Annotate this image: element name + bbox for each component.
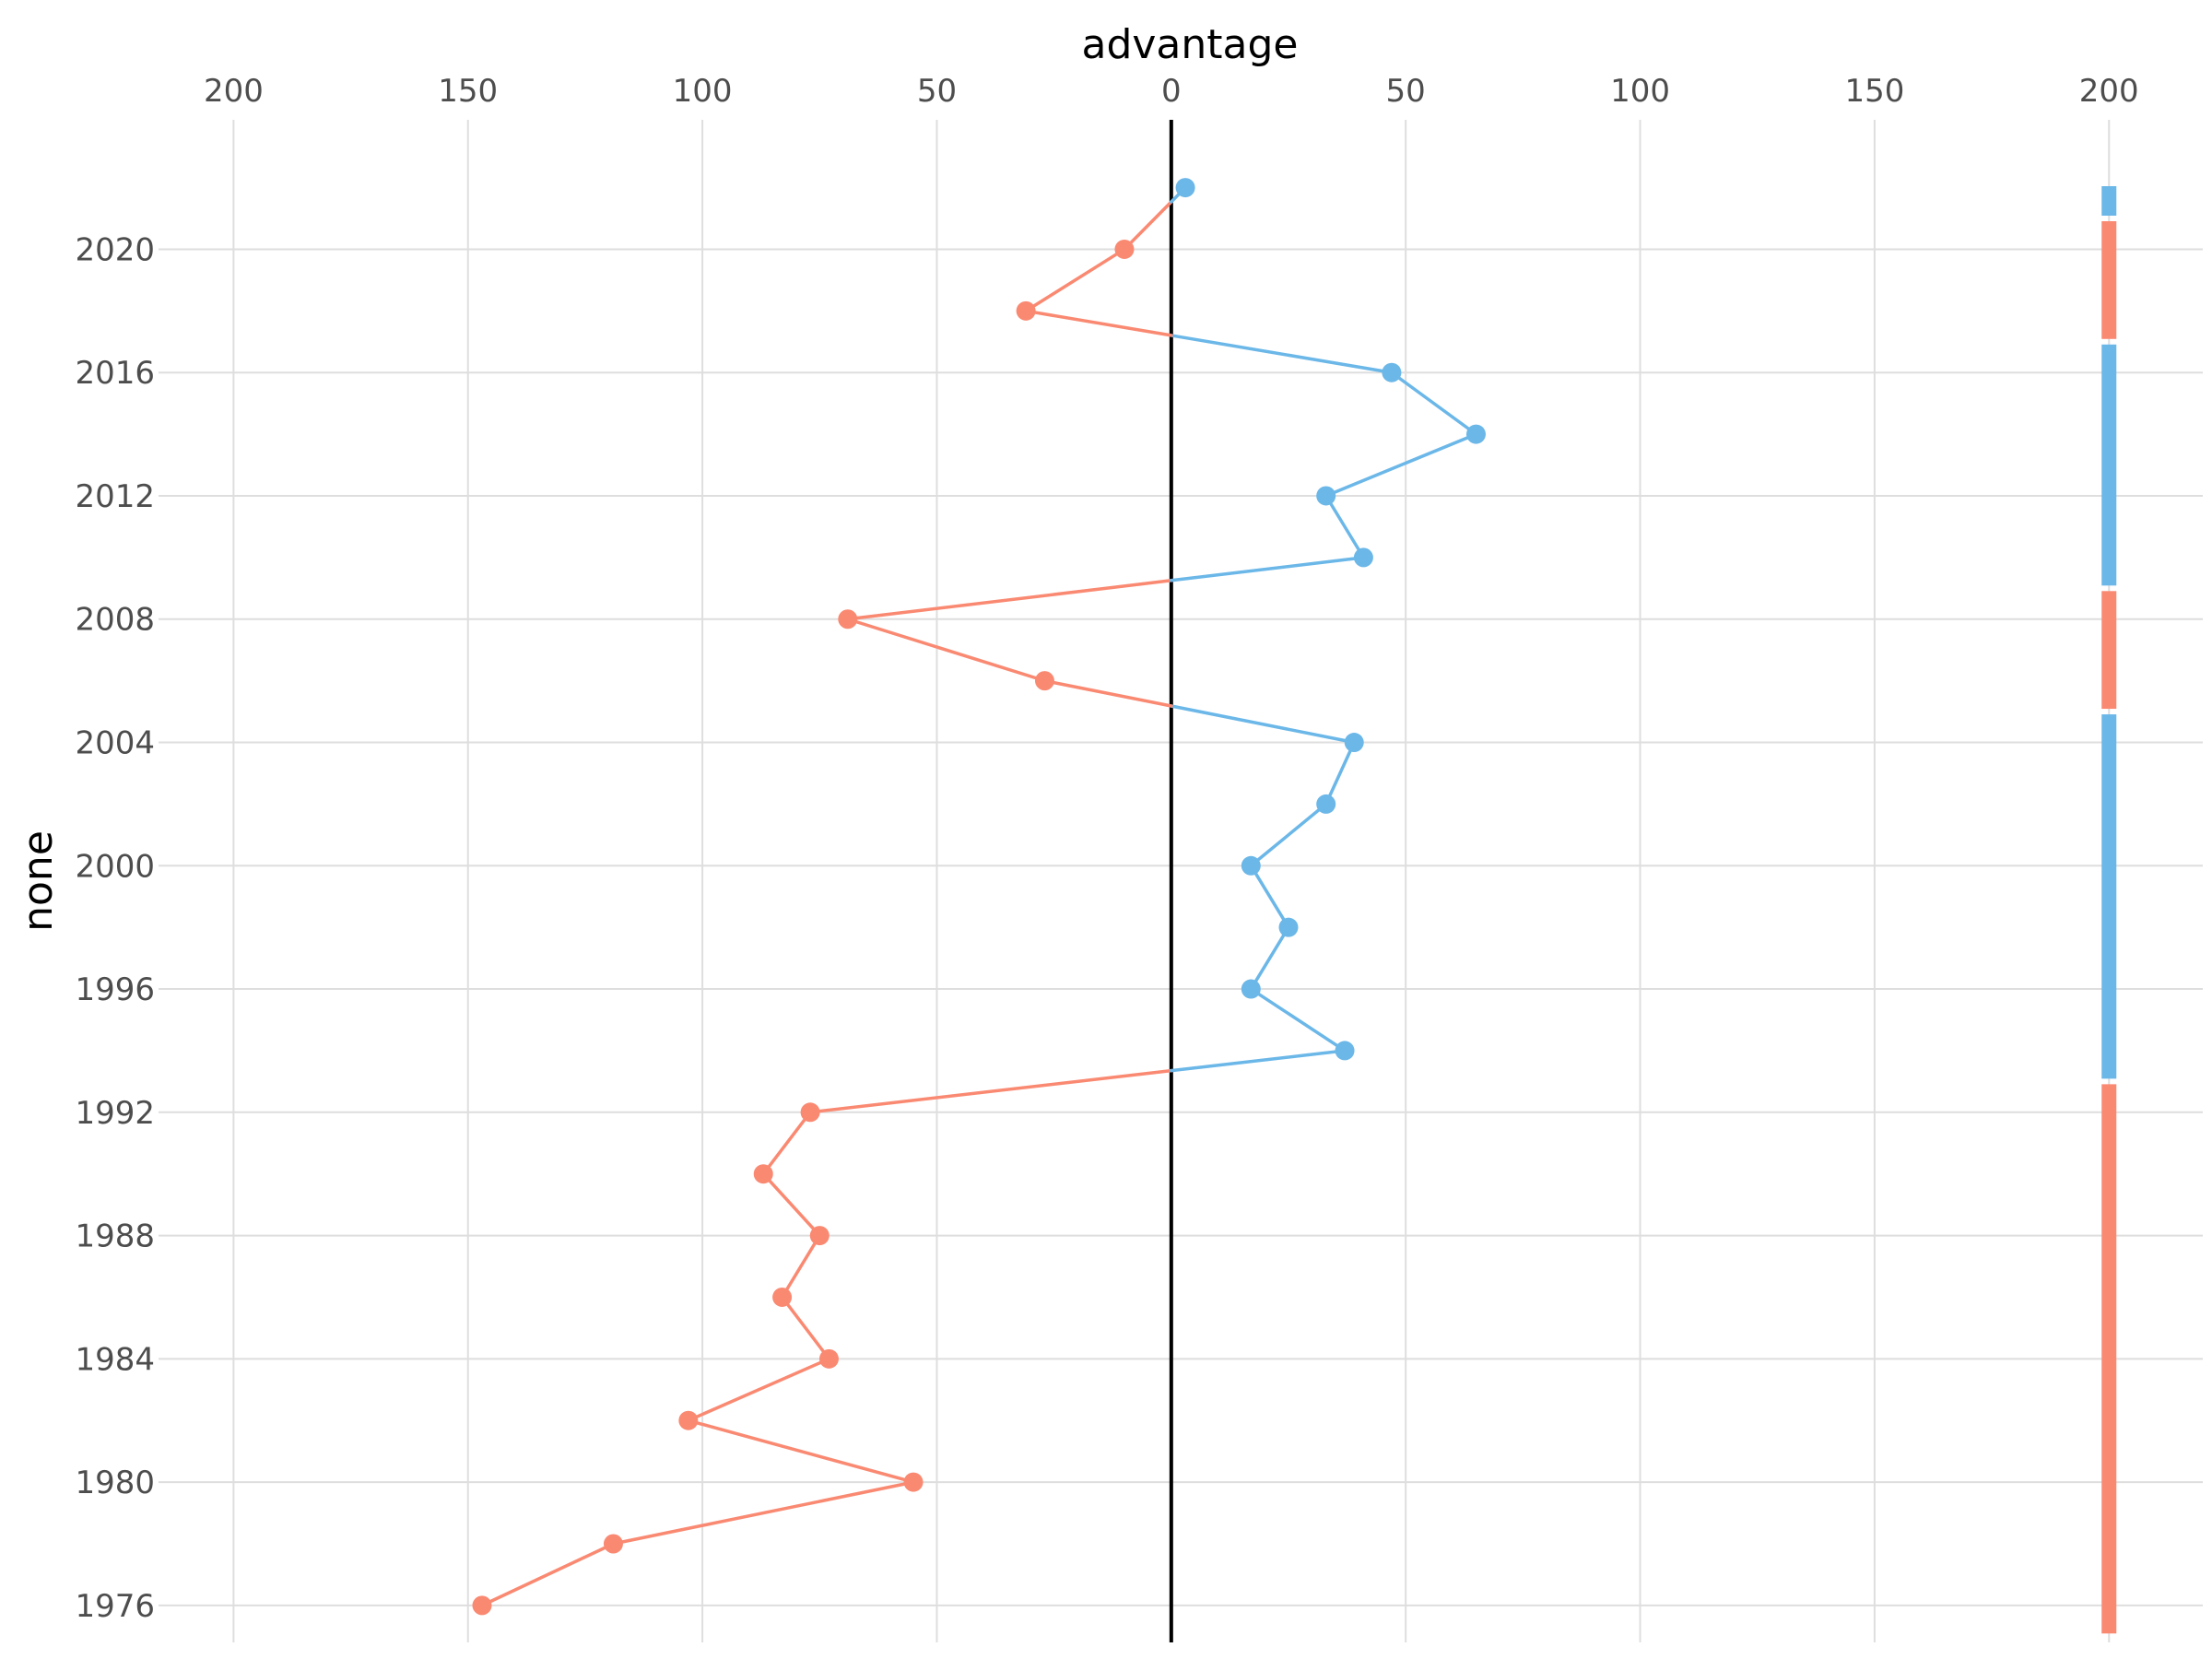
- series-segment: [611, 1480, 915, 1546]
- y-tick-label: 2000: [75, 848, 155, 885]
- y-axis-title: none: [15, 830, 62, 932]
- x-tick-label: 200: [2079, 73, 2139, 110]
- series-segment: [1170, 334, 1394, 374]
- data-point: [1016, 300, 1036, 321]
- series-segment: [1170, 556, 1366, 582]
- series-segment: [846, 579, 1173, 621]
- strip-segment: [2101, 221, 2117, 339]
- strip-segment: [2101, 714, 2117, 1079]
- series-segment: [1324, 740, 1356, 806]
- series-segment: [1249, 987, 1347, 1053]
- series-segment: [480, 1542, 616, 1607]
- x-tick-label: 100: [1610, 73, 1670, 110]
- x-tick-label: 150: [1844, 73, 1904, 110]
- x-tick-label: 50: [1386, 73, 1426, 110]
- series-segment: [808, 1068, 1173, 1114]
- data-point: [1241, 855, 1261, 876]
- x-tick-label: 200: [204, 73, 264, 110]
- gridlines: [159, 120, 2203, 1642]
- series-segment: [1024, 309, 1173, 337]
- series-segment: [1249, 802, 1328, 868]
- series-segment: [761, 1111, 812, 1176]
- data-point: [772, 1287, 793, 1307]
- y-tick-label: 2004: [75, 725, 155, 762]
- data-points: [472, 178, 1486, 1616]
- data-point: [1465, 424, 1486, 444]
- data-point: [1344, 733, 1364, 753]
- data-point: [800, 1102, 820, 1123]
- data-point: [678, 1410, 699, 1430]
- data-point: [1114, 239, 1135, 259]
- strip-segment: [2101, 186, 2117, 217]
- x-tick-label: 150: [438, 73, 498, 110]
- y-tick-label: 1980: [75, 1465, 155, 1501]
- y-tick-label: 1984: [75, 1341, 155, 1378]
- x-tick-label: 50: [917, 73, 957, 110]
- data-point: [1278, 917, 1299, 937]
- data-point: [1316, 794, 1336, 814]
- series-segment: [780, 1233, 822, 1300]
- series-segment: [1324, 494, 1366, 559]
- data-point: [603, 1534, 623, 1554]
- series-segment: [846, 617, 1047, 683]
- series-segment: [1170, 704, 1356, 745]
- strip-segment: [2101, 344, 2117, 586]
- y-tick-label: 2008: [75, 602, 155, 639]
- series-lines: [480, 185, 1478, 1607]
- y-tick-label: 1988: [75, 1218, 155, 1255]
- strip-segment: [2101, 1084, 2117, 1634]
- series-segment: [687, 1357, 831, 1422]
- data-point: [809, 1226, 830, 1246]
- series-segment: [1170, 1049, 1347, 1073]
- series-segment: [1123, 200, 1173, 252]
- data-point: [1335, 1041, 1355, 1061]
- series-segment: [1042, 678, 1173, 708]
- data-point: [472, 1595, 492, 1616]
- data-point: [1034, 671, 1054, 691]
- sign-strip: [2101, 186, 2117, 1634]
- series-segment: [761, 1171, 822, 1238]
- data-point: [838, 609, 858, 629]
- x-axis-title: advantage: [1082, 21, 1299, 68]
- data-point: [753, 1164, 773, 1184]
- tick-labels: 200 150 100 50 0 50 100 150 200 1976 1980 1984 1988 1…: [75, 73, 2138, 1625]
- data-point: [903, 1472, 924, 1492]
- y-tick-label: 2016: [75, 355, 155, 392]
- data-point: [1353, 547, 1373, 568]
- data-point: [1175, 178, 1195, 198]
- series-segment: [1249, 925, 1290, 991]
- y-tick-label: 2020: [75, 231, 155, 268]
- data-point: [818, 1348, 839, 1369]
- y-tick-label: 1992: [75, 1095, 155, 1132]
- strip-segment: [2101, 591, 2117, 710]
- series-segment: [1324, 432, 1478, 498]
- series-segment: [1024, 247, 1126, 313]
- series-segment: [780, 1295, 831, 1361]
- y-tick-label: 1976: [75, 1588, 155, 1625]
- y-tick-label: 2012: [75, 478, 155, 515]
- x-tick-label: 0: [1161, 73, 1182, 110]
- data-point: [1382, 362, 1402, 382]
- series-segment: [1390, 371, 1478, 436]
- series-segment: [1249, 864, 1290, 929]
- data-point: [1241, 979, 1261, 999]
- data-point: [1316, 486, 1336, 506]
- y-tick-label: 1996: [75, 971, 155, 1008]
- series-segment: [687, 1418, 915, 1484]
- x-tick-label: 100: [673, 73, 733, 110]
